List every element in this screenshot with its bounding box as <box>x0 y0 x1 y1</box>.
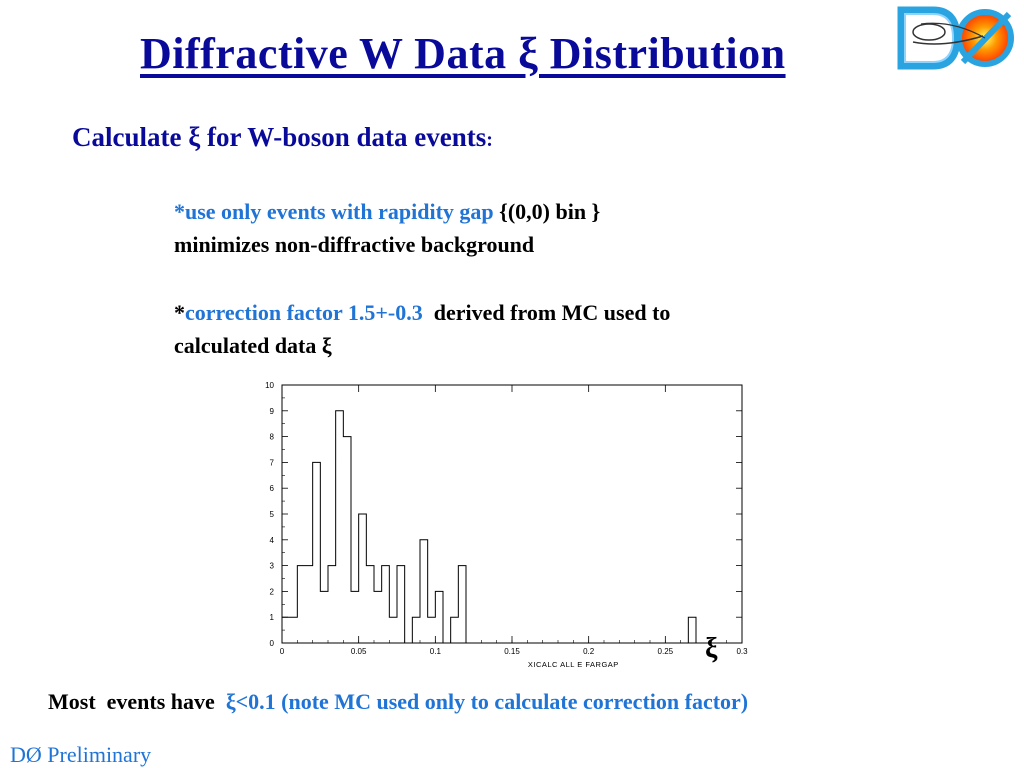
x-tick-label: 0.05 <box>351 647 367 656</box>
conclusion-line: Most events have ξ<0.1 (note MC used onl… <box>48 689 748 715</box>
bullet-2-star: * <box>174 300 185 325</box>
bullet-2-line2: calculated data ξ <box>174 333 332 358</box>
histogram-bin <box>435 591 443 643</box>
bullet-2-tail: derived from MC used to <box>422 300 671 325</box>
x-axis-label: XICALC ALL E FARGAP <box>528 660 619 669</box>
histogram-bin <box>688 617 696 643</box>
x-tick-label: 0.3 <box>736 647 748 656</box>
x-tick-label: 0.15 <box>504 647 520 656</box>
histogram-bin <box>320 591 328 643</box>
x-tick-label: 0.1 <box>430 647 442 656</box>
xi-histogram: 0 1 2 3 4 5 6 7 8 9 10 0 0.05 0.1 0.15 0.2 0.25 0.3 XICALC… <box>265 381 748 669</box>
y-tick-label: 6 <box>270 484 275 493</box>
histogram-bin <box>336 411 344 643</box>
bullet-2-highlight: correction factor 1.5+-0.3 <box>185 300 423 325</box>
y-tick-label: 7 <box>270 458 275 467</box>
y-tick-label: 3 <box>270 562 275 571</box>
x-tick-label: 0.25 <box>658 647 674 656</box>
histogram-bin <box>458 566 466 643</box>
histogram-bin <box>366 566 374 643</box>
histogram-bin <box>290 617 298 643</box>
histogram-outline <box>281 410 742 644</box>
histogram-bin <box>420 540 428 643</box>
histogram-bin <box>359 514 367 643</box>
bullet-1-highlight: *use only events with rapidity gap <box>174 199 494 224</box>
histogram-bin <box>374 591 382 643</box>
histogram-bin <box>351 591 359 643</box>
histogram-bin <box>328 566 336 643</box>
y-tick-label: 0 <box>270 639 275 648</box>
d0-logo <box>897 6 1014 70</box>
bullet-1-tail: {(0,0) bin } <box>493 199 601 224</box>
histogram-bin <box>382 566 390 643</box>
conclusion-highlight: ξ<0.1 (note MC used only to calculate co… <box>225 689 749 714</box>
xi-axis-symbol: ξ <box>705 633 718 664</box>
y-tick-label: 5 <box>270 510 275 519</box>
y-tick-label: 2 <box>270 587 275 596</box>
y-tick-label: 9 <box>270 407 275 416</box>
bullet-list: *use only events with rapidity gap {(0,0… <box>174 195 670 362</box>
histogram-bin <box>305 566 313 643</box>
subheading-text: Calculate ξ for W-boson data events <box>72 122 487 152</box>
y-tick-label: 10 <box>265 381 274 390</box>
histogram-bin <box>451 617 459 643</box>
subheading: Calculate ξ for W-boson data events: <box>72 122 493 153</box>
histogram-bin <box>397 566 405 643</box>
histogram-bin <box>428 617 436 643</box>
histogram-bin <box>297 566 305 643</box>
y-tick-label: 1 <box>270 613 275 622</box>
bullet-2: *correction factor 1.5+-0.3 derived from… <box>174 296 670 329</box>
y-tick-label: 4 <box>270 536 275 545</box>
histogram-bin <box>282 617 290 643</box>
x-tick-label: 0.2 <box>583 647 595 656</box>
preliminary-label: DØ Preliminary <box>10 742 152 767</box>
y-tick-label: 8 <box>270 433 275 442</box>
bullet-1: *use only events with rapidity gap {(0,0… <box>174 195 670 228</box>
subheading-colon: : <box>486 129 493 151</box>
histogram-bin <box>343 437 351 643</box>
histogram-bin <box>313 462 321 643</box>
histogram-bin <box>412 617 420 643</box>
histogram-bin <box>389 617 397 643</box>
conclusion-prefix: Most events have <box>48 689 226 714</box>
bullet-1-line2: minimizes non-diffractive background <box>174 232 535 257</box>
x-tick-label: 0 <box>280 647 285 656</box>
slide-title: Diffractive W Data ξ Distribution <box>140 29 786 78</box>
